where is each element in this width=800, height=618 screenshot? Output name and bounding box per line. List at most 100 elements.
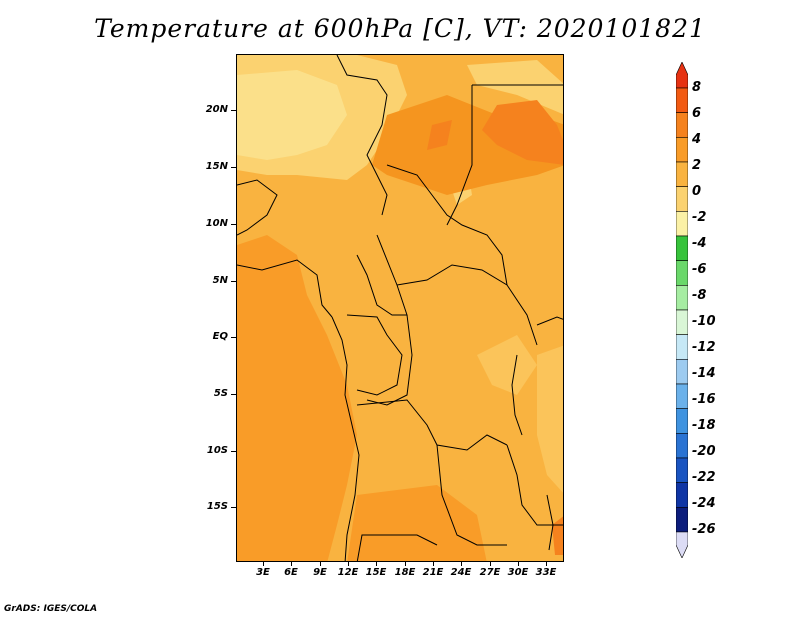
colorbar-label-neg2: -2 bbox=[692, 210, 707, 225]
border-west-africa bbox=[237, 179, 278, 236]
colorbar-segment bbox=[676, 112, 688, 138]
colorbar-label-neg20: -20 bbox=[692, 444, 716, 459]
lon-tick bbox=[461, 561, 462, 566]
colorbar-segment bbox=[676, 211, 688, 237]
border-drc-north bbox=[396, 264, 538, 346]
coastline-gulf-guinea bbox=[237, 259, 333, 318]
field-coolest-northwest bbox=[237, 70, 347, 160]
lat-tick bbox=[231, 224, 236, 225]
colorbar-label-0: 0 bbox=[692, 184, 702, 199]
lon-label-12e: 12E bbox=[337, 567, 359, 578]
lat-tick bbox=[231, 337, 236, 338]
colorbar-label-neg4: -4 bbox=[692, 236, 707, 251]
field-hot-northeast bbox=[482, 100, 563, 165]
colorbar-segment bbox=[676, 457, 688, 483]
colorbar-segment bbox=[676, 482, 688, 508]
lat-tick bbox=[231, 394, 236, 395]
lat-label-eq: EQ bbox=[212, 331, 228, 342]
border-gabon-congo bbox=[346, 314, 403, 396]
border-congo-drc bbox=[366, 314, 413, 406]
lat-label-5n: 5N bbox=[212, 275, 228, 286]
lon-tick bbox=[405, 561, 406, 566]
coastline-west-central bbox=[331, 316, 360, 561]
colorbar-label-neg16: -16 bbox=[692, 392, 716, 407]
colorbar-label-8: 8 bbox=[692, 80, 702, 95]
border-chad-niger bbox=[336, 55, 388, 216]
lat-label-10n: 10N bbox=[205, 218, 228, 229]
lake-tanganyika bbox=[511, 354, 523, 436]
field-cool-northeast bbox=[467, 60, 563, 115]
colorbar-segment bbox=[676, 87, 688, 113]
lat-label-5s: 5S bbox=[213, 388, 228, 399]
lon-label-18e: 18E bbox=[394, 567, 416, 578]
colorbar-segment bbox=[676, 507, 688, 533]
lon-tick bbox=[518, 561, 519, 566]
lon-label-33e: 33E bbox=[535, 567, 557, 578]
colorbar-segment bbox=[676, 334, 688, 360]
border-sudan-west bbox=[446, 85, 473, 226]
lon-tick bbox=[490, 561, 491, 566]
field-hot-southeast bbox=[552, 516, 563, 555]
map-canvas bbox=[237, 55, 563, 561]
colorbar-segment bbox=[676, 186, 688, 212]
lon-label-30e: 30E bbox=[507, 567, 529, 578]
border-car-sudan bbox=[386, 164, 508, 286]
lat-tick bbox=[231, 110, 236, 111]
lat-tick bbox=[231, 451, 236, 452]
lon-label-24e: 24E bbox=[450, 567, 472, 578]
colorbar-label-neg12: -12 bbox=[692, 340, 716, 355]
colorbar-top-arrow bbox=[676, 62, 688, 89]
colorbar-label-neg18: -18 bbox=[692, 418, 716, 433]
lon-tick bbox=[546, 561, 547, 566]
border-angola-zambia bbox=[436, 444, 507, 546]
lat-tick bbox=[231, 507, 236, 508]
lat-tick bbox=[231, 281, 236, 282]
lon-label-27e: 27E bbox=[479, 567, 501, 578]
grads-credit: GrADS: IGES/COLA bbox=[4, 604, 98, 614]
colorbar-label-4: 4 bbox=[692, 132, 702, 147]
colorbar-label-neg22: -22 bbox=[692, 470, 716, 485]
lon-tick bbox=[291, 561, 292, 566]
colorbar-label-neg26: -26 bbox=[692, 522, 716, 537]
colorbar-label-2: 2 bbox=[692, 158, 702, 173]
lon-tick bbox=[433, 561, 434, 566]
country-borders bbox=[237, 55, 563, 561]
field-warm-south bbox=[347, 485, 487, 561]
field-mild-lakes bbox=[477, 335, 537, 395]
colorbar-segment bbox=[676, 137, 688, 163]
field-mild-east bbox=[537, 345, 563, 493]
lat-label-10s: 10S bbox=[206, 445, 228, 456]
lat-label-15n: 15N bbox=[205, 161, 228, 172]
lon-tick bbox=[376, 561, 377, 566]
lake-victoria bbox=[536, 316, 563, 326]
colorbar-bottom-arrow bbox=[676, 531, 688, 558]
colorbar-segment bbox=[676, 260, 688, 286]
colorbar-label-neg24: -24 bbox=[692, 496, 716, 511]
colorbar bbox=[676, 62, 688, 558]
colorbar-label-neg8: -8 bbox=[692, 288, 707, 303]
chart-title: Temperature at 600hPa [C], VT: 202010182… bbox=[94, 14, 706, 43]
lon-label-9e: 9E bbox=[313, 567, 327, 578]
colorbar-segment bbox=[676, 285, 688, 311]
colorbar-segments bbox=[676, 87, 688, 533]
lat-label-20n: 20N bbox=[205, 104, 228, 115]
colorbar-label-6: 6 bbox=[692, 106, 702, 121]
colorbar-segment bbox=[676, 383, 688, 409]
lat-tick bbox=[231, 167, 236, 168]
colorbar-segment bbox=[676, 235, 688, 261]
lon-label-15e: 15E bbox=[365, 567, 387, 578]
lon-tick bbox=[348, 561, 349, 566]
temperature-map bbox=[236, 54, 564, 562]
colorbar-label-neg14: -14 bbox=[692, 366, 716, 381]
colorbar-segment bbox=[676, 161, 688, 187]
colorbar-label-neg10: -10 bbox=[692, 314, 716, 329]
border-namibia bbox=[356, 534, 438, 561]
lon-tick bbox=[263, 561, 264, 566]
lon-label-3e: 3E bbox=[256, 567, 270, 578]
lon-label-21e: 21E bbox=[422, 567, 444, 578]
lon-label-6e: 6E bbox=[284, 567, 298, 578]
field-hot-patch-1 bbox=[427, 120, 452, 150]
colorbar-label-neg6: -6 bbox=[692, 262, 707, 277]
colorbar-segment bbox=[676, 408, 688, 434]
lake-malawi bbox=[546, 494, 554, 551]
